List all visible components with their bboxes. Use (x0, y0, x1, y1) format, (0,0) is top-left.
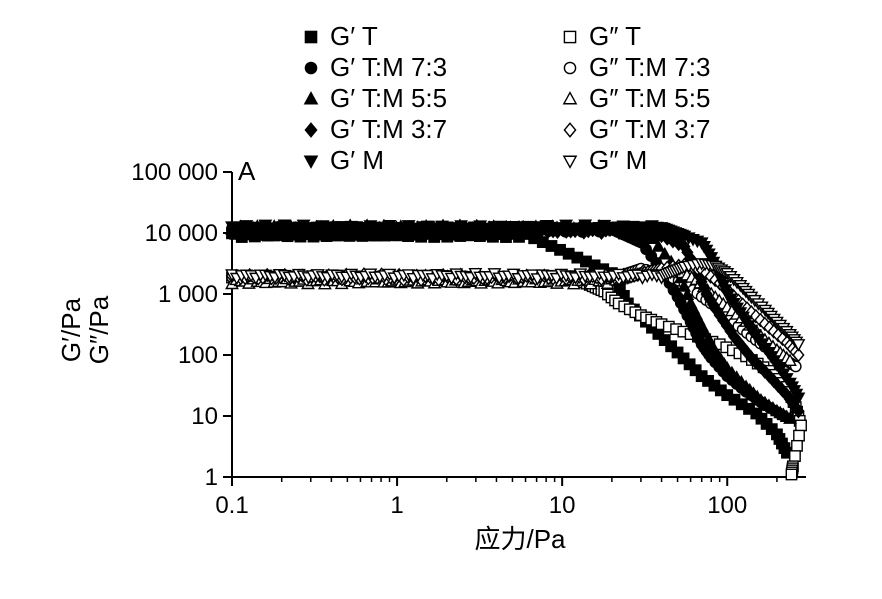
legend-item-left-3: G′ T:M 3:7 (304, 114, 447, 144)
data-point (651, 239, 666, 252)
data-point (658, 334, 671, 346)
data-point (791, 392, 806, 406)
y-tick-label: 100 000 (131, 159, 218, 186)
legend-marker (304, 61, 318, 75)
y-tick-label: 10 (191, 403, 218, 430)
legend-label: G′ M (330, 145, 384, 175)
plot-marks (225, 218, 807, 481)
data-point (671, 346, 684, 359)
x-tick-label: 0.1 (215, 492, 248, 519)
panel-label: A (238, 156, 256, 186)
legend-marker (563, 30, 577, 44)
legend-marker (304, 30, 318, 44)
data-point (783, 411, 797, 424)
y-axis-label-gdoubleprime: G″/Pa (84, 295, 114, 364)
legend-label: G″ T:M 3:7 (589, 114, 710, 144)
legend-item-right-4: G″ M (562, 145, 647, 175)
legend-marker (563, 61, 577, 75)
legend-label: G′ T (330, 21, 378, 51)
legend-label: G″ T:M 7:3 (589, 52, 710, 82)
data-point (789, 450, 801, 462)
y-tick-label: 1 000 (158, 281, 218, 308)
data-point (793, 429, 805, 442)
data-point (657, 246, 672, 260)
y-tick-label: 100 (178, 342, 218, 369)
legend-marker (303, 155, 319, 169)
x-axis-label: 应力/Pa (474, 524, 566, 554)
data-point (666, 233, 680, 249)
legend: G′ TG′ T:M 7:3G′ T:M 5:5G′ T:M 3:7G′ M G″… (303, 21, 710, 175)
data-point (795, 419, 807, 432)
y-axis-label-gprime: G′/Pa (56, 297, 86, 362)
series-9 (225, 258, 806, 352)
legend-label: G′ T:M 5:5 (330, 83, 447, 113)
data-point (792, 403, 805, 419)
legend-marker (304, 122, 318, 138)
legend-item-right-1: G″ T:M 7:3 (563, 52, 710, 82)
legend-marker (563, 122, 577, 138)
y-tick-label: 10 000 (145, 220, 218, 247)
data-point (791, 439, 803, 452)
data-point (785, 468, 798, 481)
x-tick-label: 100 (707, 492, 747, 519)
series-8 (225, 219, 806, 406)
data-point (683, 358, 696, 371)
legend-label: G″ T:M 5:5 (589, 83, 710, 113)
legend-item-right-3: G″ T:M 3:7 (563, 114, 710, 144)
legend-label: G″ M (589, 145, 647, 175)
data-point (791, 339, 806, 352)
legend-item-left-1: G′ T:M 7:3 (304, 52, 447, 82)
legend-label: G′ T:M 3:7 (330, 114, 447, 144)
data-point (665, 340, 678, 353)
data-point (783, 353, 797, 367)
data-point (792, 347, 805, 363)
legend-label: G″ T (589, 21, 641, 51)
legend-item-left-2: G′ T:M 5:5 (303, 83, 447, 113)
y-tick-label: 1 (205, 464, 218, 491)
legend-item-right-2: G″ T:M 5:5 (562, 83, 710, 113)
legend-marker (303, 91, 319, 105)
legend-item-left-4: G′ M (303, 145, 384, 175)
legend-marker (562, 91, 578, 105)
x-tick-label: 10 (549, 492, 576, 519)
legend-marker (562, 155, 578, 169)
legend-item-right-0: G″ T (563, 21, 641, 51)
data-point (677, 352, 690, 365)
legend-label: G′ T:M 7:3 (330, 52, 447, 82)
x-tick-label: 1 (390, 492, 403, 519)
data-point (689, 364, 702, 377)
legend-item-left-0: G′ T (304, 21, 378, 51)
